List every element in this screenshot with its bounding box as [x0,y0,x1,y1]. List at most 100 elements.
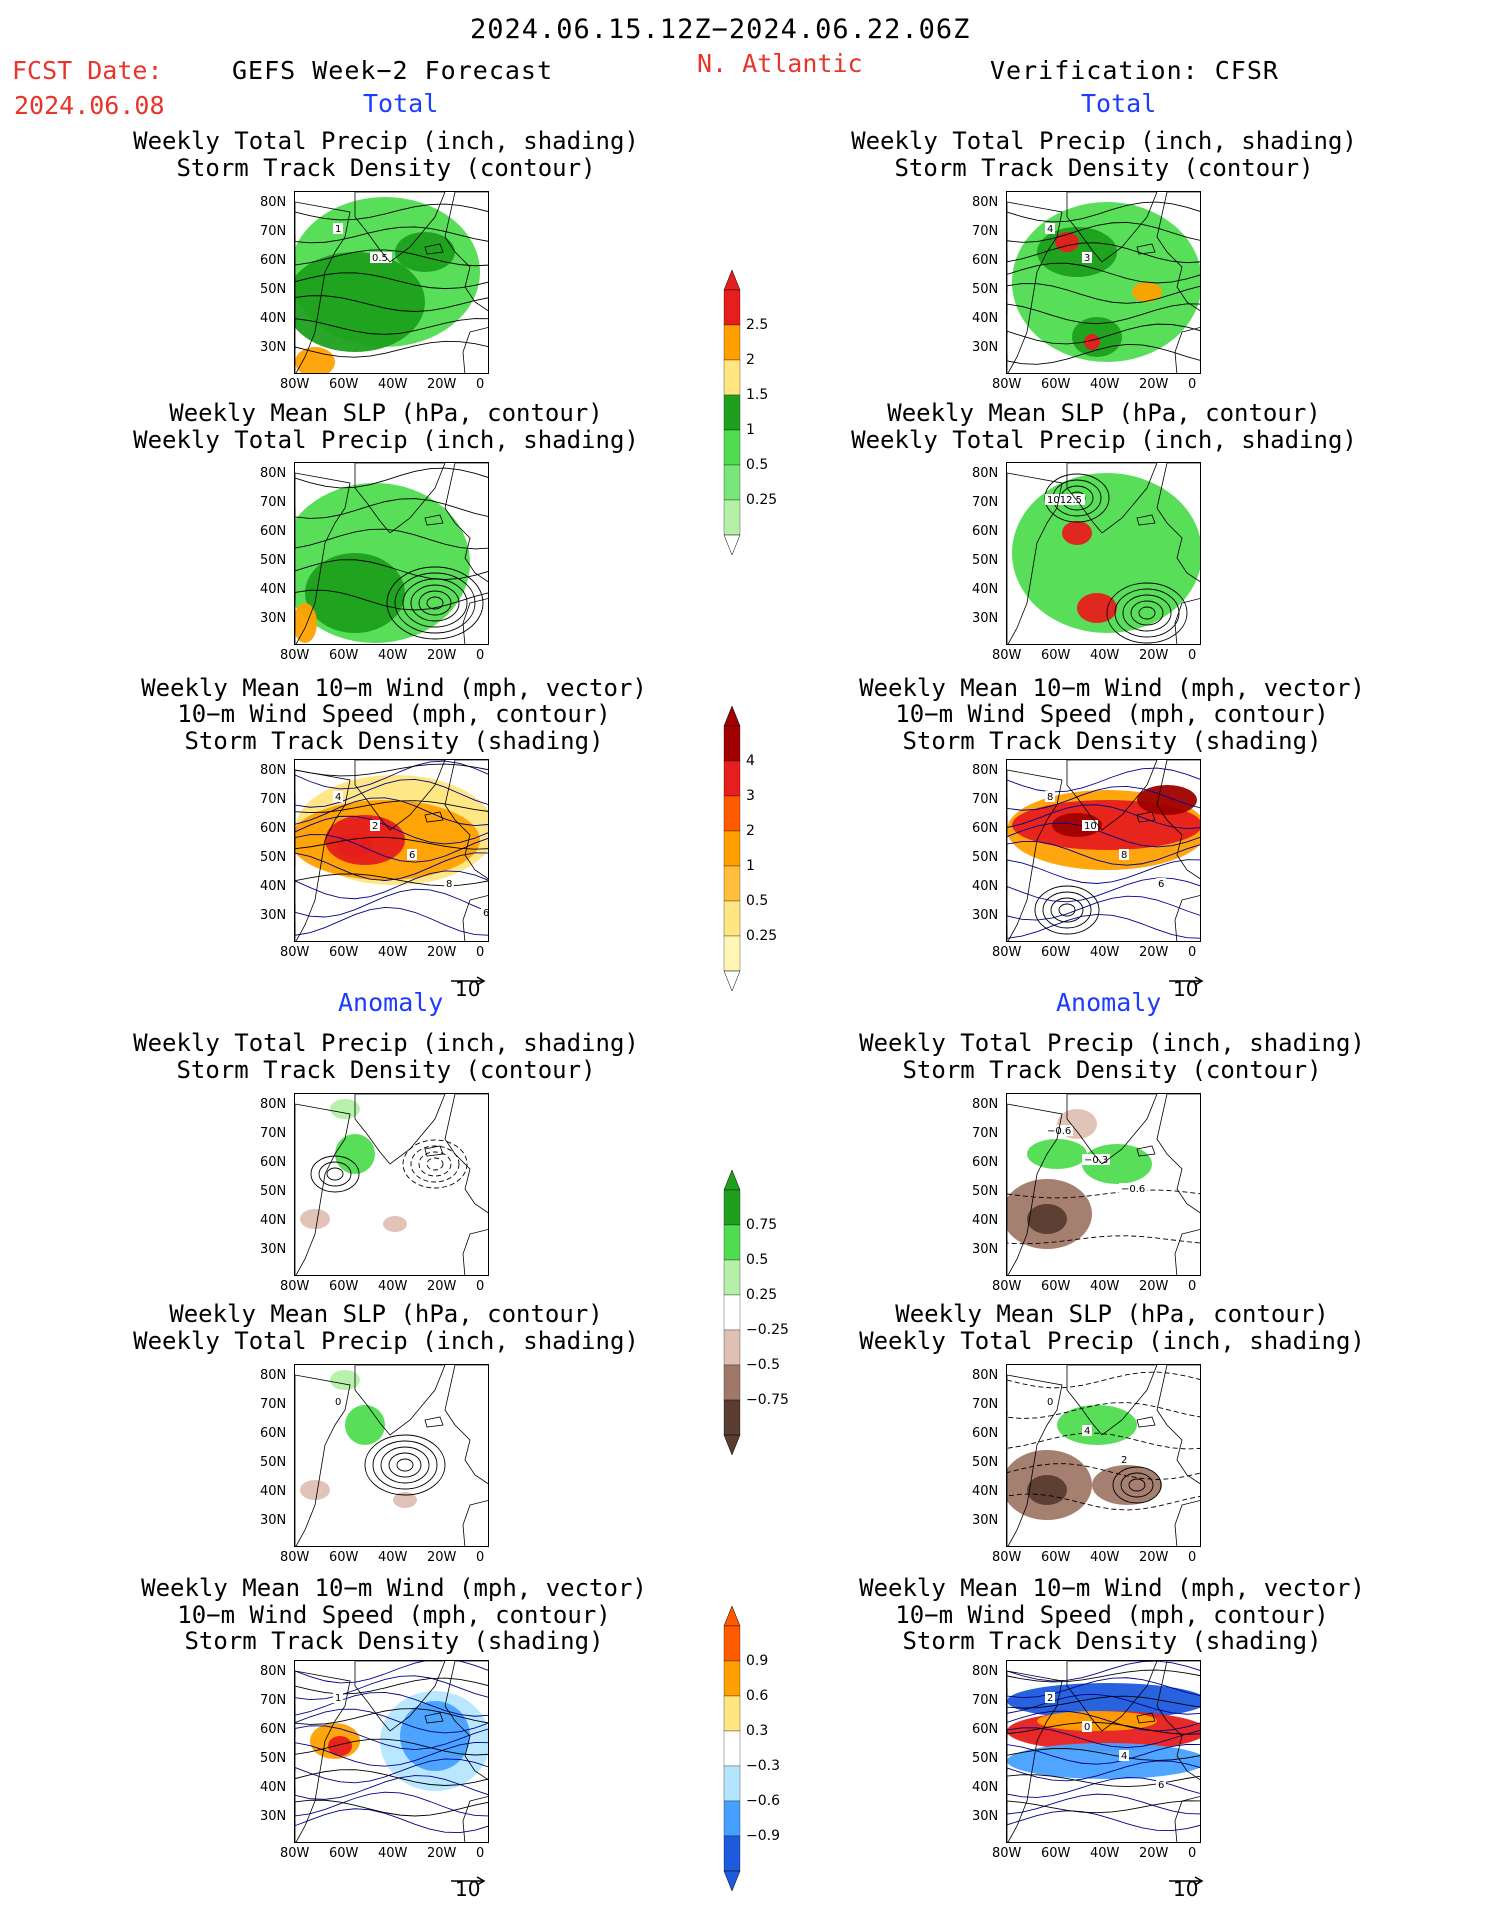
vector-ref-vf-total: 10 [1169,967,1205,1001]
lon-tick-label: 80W [280,1550,310,1565]
lat-tick-label: 50N [972,850,999,865]
map-fc-precip-track: 1 0.5 [294,191,489,374]
lat-tick-label: 40N [260,1484,287,1499]
section-anomaly-left: Anomaly [338,988,444,1017]
colorbar-segment [723,935,741,972]
lat-tick-label: 70N [260,224,287,239]
lat-tick-label: 60N [260,1155,287,1170]
colorbar-label: 0.5 [746,1252,769,1268]
title-fc-anom-precip-2: Storm Track Density (contour) [176,1056,596,1084]
lon-tick-label: 40W [378,1846,408,1861]
verification-title: Verification: CFSR [990,56,1279,85]
lat-tick-label: 30N [260,1809,287,1824]
lon-tick-label: 0 [476,1279,485,1294]
lat-tick-label: 80N [260,195,287,210]
title-fc-wind-2: 10−m Wind Speed (mph, contour) [177,700,611,728]
lon-tick-label: 80W [280,1846,310,1861]
title-fc-slp-1: Weekly Mean SLP (hPa, contour) [169,399,603,427]
colorbar-segment [723,429,741,466]
contour-label: 3 [1084,253,1090,264]
lon-tick-label: 80W [280,945,310,960]
lon-tick-label: 40W [1090,1279,1120,1294]
lon-tick-label: 80W [992,377,1022,392]
lon-tick-label: 20W [1139,1279,1169,1294]
colorbar-label: −0.9 [746,1828,780,1844]
section-anomaly-right: Anomaly [1056,988,1162,1017]
lon-tick-label: 60W [329,377,359,392]
vector-ref-label: 10 [1173,977,1199,1001]
colorbar-precip-total: 2.5 2 1.5 1 0.5 0.25 [722,269,798,556]
lon-tick-label: 20W [1139,648,1169,663]
lat-tick-label: 60N [260,253,287,268]
contour-label: 8 [1047,792,1053,803]
section-total-left: Total [363,89,439,118]
title-fc-anom-wind-1: Weekly Mean 10−m Wind (mph, vector) [141,1574,647,1602]
map-fc-wind-track-anom: 1 [294,1660,489,1843]
contour-label: −0.6 [1121,1184,1145,1195]
lon-tick-label: 80W [992,945,1022,960]
contour-label: 6 [409,850,415,861]
lon-tick-label: 20W [427,377,457,392]
lat-tick-label: 60N [260,1722,287,1737]
colorbar-label: 0.75 [746,1217,778,1233]
lat-tick-label: 40N [972,879,999,894]
lat-tick-label: 60N [972,1426,999,1441]
colorbar-segment [723,1660,741,1697]
title-vf-precip-2: Storm Track Density (contour) [894,154,1314,182]
title-fc-anom-wind-2: 10−m Wind Speed (mph, contour) [177,1601,611,1629]
contour-label: 4 [1047,224,1053,235]
lat-tick-label: 60N [260,821,287,836]
lat-tick-label: 50N [260,850,287,865]
lon-tick-label: 80W [992,1550,1022,1565]
colorbar-label: −0.25 [746,1322,789,1338]
map-vf-precip-track-anom: −0.6 −0.3 −0.6 [1006,1093,1201,1276]
lon-tick-label: 20W [427,945,457,960]
lat-tick-label: 70N [260,792,287,807]
lat-tick-label: 70N [972,1397,999,1412]
contour-label: 2 [1047,1693,1053,1704]
lat-tick-label: 50N [972,282,999,297]
lat-tick-label: 30N [972,1809,999,1824]
vector-ref-fc-anom: 10 [451,1867,487,1901]
lat-tick-label: 30N [972,908,999,923]
contour-label: −0.3 [1084,1155,1108,1166]
lat-tick-label: 50N [260,1184,287,1199]
colorbar-label: 2 [746,823,755,839]
colorbar-label: 0.25 [746,492,778,508]
title-vf-anom-slp-1: Weekly Mean SLP (hPa, contour) [895,1300,1329,1328]
lon-tick-label: 60W [329,945,359,960]
map-fc-slp-precip-anom: 0 [294,1364,489,1547]
lon-tick-label: 0 [476,1846,485,1861]
title-fc-wind-3: Storm Track Density (shading) [184,727,604,755]
contour-label: 4 [1084,1426,1090,1437]
title-fc-anom-slp-2: Weekly Total Precip (inch, shading) [133,1327,639,1355]
lat-tick-label: 80N [972,195,999,210]
contour-label: 4 [335,792,341,803]
vector-ref-label: 10 [1173,1877,1199,1901]
lon-tick-label: 0 [476,377,485,392]
title-fc-precip-2: Storm Track Density (contour) [176,154,596,182]
lat-tick-label: 50N [972,1184,999,1199]
lon-tick-label: 60W [1041,945,1071,960]
contour-label: 2 [372,821,378,832]
vector-ref-vf-anom: 10 [1169,1867,1205,1901]
colorbar-label: 4 [746,753,755,769]
title-vf-wind-2: 10−m Wind Speed (mph, contour) [895,700,1329,728]
fcst-date-label: FCST Date: [12,56,163,85]
lon-tick-label: 0 [1188,945,1197,960]
lon-tick-label: 20W [427,1279,457,1294]
contour-label: 6 [1158,1780,1164,1791]
colorbar-cap-top [723,1605,741,1627]
lat-tick-label: 40N [260,311,287,326]
vector-ref-arrow-icon [451,976,486,986]
lat-tick-label: 60N [972,821,999,836]
lon-tick-label: 60W [329,1846,359,1861]
title-vf-wind-1: Weekly Mean 10−m Wind (mph, vector) [859,674,1365,702]
lat-tick-label: 80N [260,1664,287,1679]
contour-label: 0 [1047,1397,1053,1408]
lat-tick-label: 60N [260,524,287,539]
colorbar-segment [723,795,741,832]
contour-label: 6 [1158,879,1164,890]
contour-label: 1 [335,1693,341,1704]
colorbar-segment [723,1695,741,1732]
